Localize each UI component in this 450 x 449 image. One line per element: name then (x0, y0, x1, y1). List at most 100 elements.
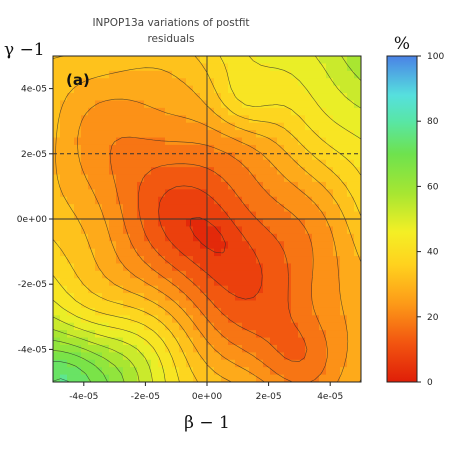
field-cell (109, 330, 117, 339)
field-cell (144, 107, 152, 116)
field-cell (235, 307, 243, 316)
field-cell (144, 337, 152, 346)
field-cell (270, 152, 278, 161)
field-cell (270, 100, 278, 109)
field-cell (144, 122, 152, 131)
field-cell (81, 248, 89, 257)
field-cell (179, 374, 187, 382)
field-cell (319, 293, 327, 302)
field-cell (270, 263, 278, 272)
field-cell (312, 63, 320, 72)
field-cell (60, 352, 68, 361)
field-cell (116, 85, 124, 94)
field-cell (277, 374, 285, 382)
field-cell (263, 211, 271, 220)
field-cell (326, 367, 334, 376)
field-cell (298, 159, 306, 168)
field-cell (256, 248, 264, 257)
field-cell (109, 152, 117, 161)
field-cell (270, 278, 278, 287)
field-cell (228, 211, 236, 220)
field-cell (116, 56, 124, 65)
field-cell (137, 130, 145, 139)
field-cell (242, 85, 250, 94)
field-cell (207, 130, 215, 139)
field-cell (277, 196, 285, 205)
field-cell (95, 196, 103, 205)
field-cell (242, 374, 250, 382)
field-cell (179, 337, 187, 346)
field-cell (284, 100, 292, 109)
field-cell (193, 256, 201, 265)
field-cell (130, 196, 138, 205)
field-cell (249, 152, 257, 161)
field-cell (109, 167, 117, 176)
field-cell (319, 196, 327, 205)
field-cell (116, 144, 124, 153)
field-cell (319, 278, 327, 287)
field-cell (347, 204, 355, 213)
field-cell (151, 189, 159, 198)
field-cell (137, 374, 145, 382)
field-cell (95, 174, 103, 183)
field-cell (123, 204, 131, 213)
field-cell (228, 219, 236, 228)
field-cell (235, 174, 243, 183)
field-cell (207, 263, 215, 272)
field-cell (144, 248, 152, 257)
field-cell (60, 300, 68, 309)
field-cell (137, 100, 145, 109)
field-cell (333, 167, 341, 176)
field-cell (74, 226, 82, 235)
x-tick-label: 4e-05 (317, 392, 343, 402)
field-cell (74, 315, 82, 324)
field-cell (165, 285, 173, 294)
field-cell (277, 78, 285, 87)
field-cell (60, 70, 68, 79)
field-cell (340, 367, 348, 376)
field-cell (74, 367, 82, 376)
field-cell (200, 270, 208, 279)
field-cell (81, 181, 89, 190)
field-cell (186, 107, 194, 116)
field-cell (326, 226, 334, 235)
field-cell (186, 181, 194, 190)
field-cell (95, 226, 103, 235)
field-cell (60, 330, 68, 339)
field-cell (270, 167, 278, 176)
field-cell (305, 374, 313, 382)
field-cell (109, 278, 117, 287)
field-cell (326, 293, 334, 302)
field-cell (60, 78, 68, 87)
field-cell (102, 330, 110, 339)
field-cell (207, 167, 215, 176)
field-cell (298, 78, 306, 87)
field-cell (263, 352, 271, 361)
field-cell (165, 63, 173, 72)
field-cell (158, 322, 166, 331)
field-cell (312, 256, 320, 265)
field-cell (130, 122, 138, 131)
field-cell (284, 278, 292, 287)
field-cell (347, 144, 355, 153)
field-cell (263, 167, 271, 176)
field-cell (109, 174, 117, 183)
field-cell (67, 241, 75, 250)
field-cell (319, 263, 327, 272)
field-cell (298, 130, 306, 139)
field-cell (53, 307, 61, 316)
field-cell (263, 137, 271, 146)
field-cell (242, 144, 250, 153)
field-cell (81, 130, 89, 139)
field-cell (144, 285, 152, 294)
field-cell (228, 359, 236, 368)
field-cell (137, 78, 145, 87)
field-cell (179, 137, 187, 146)
field-cell (158, 248, 166, 257)
field-cell (354, 219, 361, 228)
field-cell (305, 352, 313, 361)
field-cell (228, 144, 236, 153)
field-cell (200, 115, 208, 124)
field-cell (200, 174, 208, 183)
field-cell (249, 330, 257, 339)
